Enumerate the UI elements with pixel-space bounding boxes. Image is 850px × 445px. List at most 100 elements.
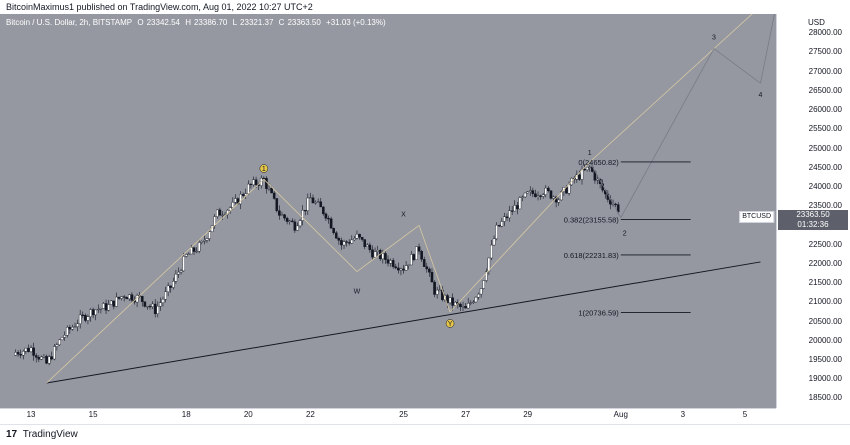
wave-label: 1	[262, 166, 266, 173]
candle-up	[267, 188, 271, 190]
candle-up	[115, 296, 118, 307]
wave-label: Y	[448, 321, 453, 328]
candle-down	[334, 232, 338, 239]
candle-up	[298, 220, 302, 227]
candle-up	[528, 190, 532, 192]
candle-up	[182, 256, 185, 272]
tradingview-logo-icon: 17	[6, 429, 18, 440]
candle-up	[159, 302, 162, 307]
candle-down	[218, 209, 222, 216]
candle-up	[89, 309, 92, 317]
candle-up	[500, 221, 504, 227]
candle-up	[109, 300, 113, 305]
symbol-tag: BTCUSD	[739, 211, 774, 223]
candle-up	[472, 301, 475, 303]
candle-down	[16, 352, 20, 355]
price-tick-label: 20500.00	[808, 316, 842, 326]
time-tick-label: 27	[461, 410, 471, 419]
candle-up	[205, 238, 209, 241]
candle-down	[360, 237, 364, 240]
candle-up	[316, 201, 320, 203]
time-tick-label: 3	[680, 410, 686, 419]
candle-up	[195, 250, 198, 253]
candle-up	[29, 347, 33, 352]
candle-up	[541, 194, 545, 197]
candle-up	[301, 210, 304, 221]
candle-down	[539, 195, 542, 197]
candle-up	[288, 220, 292, 222]
candle-up	[78, 314, 82, 325]
footer-brand[interactable]: TradingView	[22, 429, 78, 440]
candle-up	[536, 195, 540, 197]
candle-up	[94, 309, 98, 316]
chart-plot-area[interactable]: 0(24650.82) 0.382(23155.58) 0.618(22231.83…	[0, 14, 776, 408]
candle-up	[503, 216, 506, 222]
candle-down	[322, 206, 325, 215]
price-tick-label: 27500.00	[808, 47, 842, 57]
candle-down	[117, 296, 121, 299]
candle-down	[412, 254, 416, 260]
candle-up	[513, 205, 517, 212]
candle-down	[125, 297, 129, 300]
bar-countdown: 01:32:36	[797, 220, 829, 229]
candle-down	[386, 259, 390, 264]
candle-up	[42, 356, 46, 358]
candle-down	[319, 201, 323, 208]
price-chart[interactable]: 0(24650.82) 0.382(23155.58) 0.618(22231.83…	[0, 14, 776, 408]
wave-line	[263, 179, 358, 272]
candle-up	[247, 183, 250, 194]
wave-line	[449, 161, 591, 313]
candle-down	[84, 314, 87, 321]
candle-down	[345, 241, 348, 243]
candle-down	[394, 266, 398, 269]
price-tick-label: 18500.00	[808, 393, 842, 403]
candle-down	[340, 240, 343, 246]
time-tick-label: 18	[181, 410, 191, 419]
candle-up	[366, 244, 369, 247]
candle-down	[140, 296, 144, 302]
time-tick-label: 22	[305, 410, 315, 419]
candle-down	[81, 314, 85, 316]
time-axis[interactable]	[0, 408, 776, 424]
candle-down	[19, 353, 22, 356]
legend-low-label: L	[232, 18, 238, 27]
candle-down	[363, 239, 367, 247]
candle-down	[153, 303, 157, 314]
candle-up	[342, 241, 346, 246]
candle-up	[234, 198, 237, 203]
candle-up	[490, 244, 493, 259]
footer: 17 TradingView	[0, 424, 850, 444]
candle-down	[303, 210, 307, 212]
candle-up	[567, 184, 571, 194]
candle-up	[469, 302, 473, 304]
candle-up	[544, 187, 548, 195]
candle-up	[580, 169, 584, 180]
candle-up	[99, 308, 103, 310]
candle-up	[474, 296, 478, 303]
candle-up	[389, 260, 392, 264]
candle-down	[91, 309, 95, 316]
legend-high-label: H	[185, 18, 191, 27]
candle-up	[55, 344, 59, 347]
candle-up	[495, 224, 498, 240]
candle-up	[596, 178, 599, 181]
last-price-box: 23363.50 01:32:36	[778, 210, 848, 230]
legend-high: 23386.70	[193, 18, 228, 27]
time-tick-label: 25	[399, 410, 408, 419]
legend-change: +31.03 (+0.13%)	[326, 18, 386, 27]
time-tick-label: 20	[243, 410, 253, 419]
candle-up	[461, 305, 465, 308]
projection-line	[589, 161, 622, 218]
candle-up	[557, 199, 561, 203]
wave-line	[356, 225, 420, 272]
time-tick-label: 5	[742, 410, 748, 419]
candle-down	[531, 190, 535, 194]
price-tick-label: 25000.00	[808, 143, 842, 153]
candle-up	[280, 214, 284, 216]
candle-down	[311, 197, 315, 204]
candle-up	[484, 271, 488, 281]
candle-up	[76, 323, 79, 327]
candle-down	[347, 242, 351, 244]
time-tick-label: 13	[26, 410, 36, 419]
time-tick-label: 15	[88, 410, 98, 419]
